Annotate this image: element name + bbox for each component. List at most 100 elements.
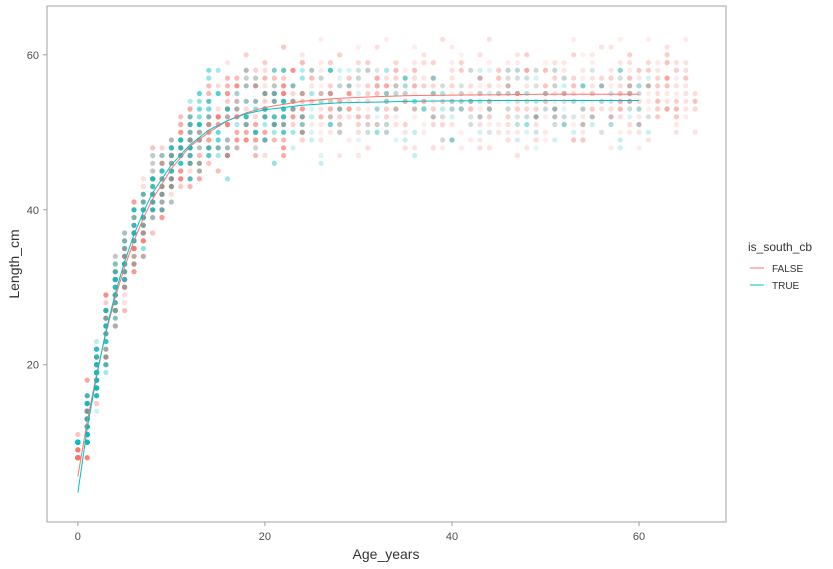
point-true (84, 439, 90, 445)
point-false (318, 75, 324, 81)
point-false (224, 114, 231, 120)
point-false (253, 75, 259, 81)
point-false (271, 83, 277, 89)
point-true (112, 269, 118, 275)
point-false (655, 98, 661, 104)
point-false (94, 362, 100, 368)
point-false (673, 106, 680, 112)
point-true (337, 67, 343, 73)
point-false (234, 129, 240, 135)
point-true (75, 439, 81, 445)
point-false (524, 145, 530, 151)
point-false (299, 114, 305, 120)
point-false (131, 214, 137, 221)
point-false (243, 129, 249, 135)
point-false (496, 83, 502, 89)
point-false (94, 362, 100, 368)
point-false (196, 176, 202, 182)
point-true (271, 114, 277, 120)
point-true (383, 98, 390, 104)
point-false (486, 60, 492, 66)
point-false (122, 284, 128, 290)
point-true (243, 121, 249, 128)
point-false (542, 60, 549, 66)
point-true (94, 354, 100, 360)
point-false (627, 83, 633, 89)
point-true (150, 176, 156, 182)
point-false (318, 90, 324, 97)
point-true (75, 439, 81, 445)
x-axis: 0 20 40 60 (75, 522, 645, 543)
point-false (224, 114, 231, 120)
point-true (215, 90, 221, 97)
point-true (75, 439, 81, 445)
point-false (253, 114, 259, 120)
point-false (468, 98, 474, 104)
point-false (224, 114, 231, 120)
point-false (468, 98, 474, 104)
point-false (150, 214, 156, 221)
point-false (383, 114, 390, 120)
point-true (187, 160, 193, 166)
point-true (458, 83, 464, 89)
point-true (533, 75, 539, 81)
point-false (290, 67, 296, 73)
point-false (645, 114, 652, 120)
point-false (608, 114, 614, 120)
point-false (262, 129, 268, 135)
point-false (234, 137, 240, 143)
point-false (206, 90, 212, 97)
point-false (309, 121, 315, 128)
point-true (524, 114, 530, 120)
point-true (449, 114, 455, 120)
point-true (608, 121, 614, 128)
point-false (327, 90, 333, 97)
point-true (84, 400, 90, 407)
point-true (84, 400, 90, 407)
point-false (75, 447, 81, 453)
point-false (636, 75, 642, 81)
point-true (178, 145, 184, 151)
point-false (580, 137, 586, 143)
point-false (664, 106, 670, 112)
point-false (206, 90, 212, 97)
point-false (196, 176, 202, 182)
point-false (262, 137, 268, 143)
point-false (608, 121, 614, 128)
point-false (262, 60, 268, 66)
point-true (281, 121, 287, 128)
point-false (514, 75, 521, 81)
point-true (524, 121, 530, 128)
point-false (664, 75, 670, 81)
point-false (187, 137, 193, 143)
point-false (234, 129, 240, 135)
point-false (589, 106, 595, 112)
point-false (224, 152, 231, 159)
point-false (468, 106, 474, 112)
point-true (355, 90, 361, 97)
point-false (75, 447, 81, 453)
point-true (243, 114, 249, 120)
point-false (253, 137, 259, 143)
point-false (617, 129, 623, 135)
point-true (140, 191, 146, 197)
point-false (496, 121, 502, 128)
point-true (309, 67, 315, 73)
point-false (655, 98, 661, 104)
point-true (159, 160, 165, 166)
point-true (524, 98, 530, 104)
point-false (122, 307, 128, 314)
point-false (514, 106, 521, 112)
point-false (580, 114, 586, 120)
point-true (383, 98, 390, 104)
point-false (94, 354, 100, 360)
point-false (309, 75, 315, 81)
point-false (234, 83, 240, 89)
point-true (468, 121, 474, 128)
point-false (187, 160, 193, 166)
point-true (486, 129, 492, 135)
point-false (112, 323, 118, 329)
point-false (224, 121, 231, 128)
point-false (150, 230, 156, 236)
point-true (552, 67, 558, 73)
